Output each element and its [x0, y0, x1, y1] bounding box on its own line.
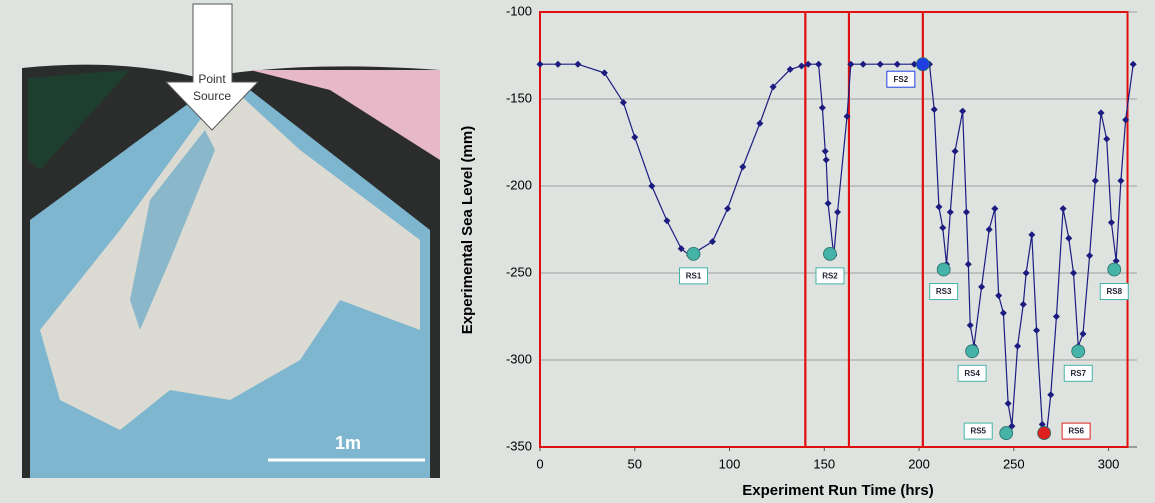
x-tick-label: 0 — [536, 456, 543, 471]
y-tick-label: -300 — [506, 351, 532, 366]
milestone-label: RS7 — [1070, 369, 1086, 378]
x-tick-label: 300 — [1098, 456, 1120, 471]
milestone-label: RS4 — [964, 369, 980, 378]
y-tick-label: -200 — [506, 177, 532, 192]
milestone-label: RS1 — [686, 271, 702, 280]
milestone-label: RS8 — [1106, 287, 1122, 296]
milestone-label: RS6 — [1068, 427, 1084, 436]
x-tick-label: 200 — [908, 456, 930, 471]
milestone-marker — [1072, 345, 1085, 358]
figure: Point Source 1m Experiment Run Time (hrs… — [0, 0, 1155, 503]
y-tick-label: -100 — [506, 3, 532, 18]
y-tick-label: -150 — [506, 90, 532, 105]
y-tick-label: -250 — [506, 264, 532, 279]
arrow-label: Point — [198, 72, 226, 86]
x-tick-label: 150 — [813, 456, 835, 471]
milestone-marker — [916, 58, 929, 71]
y-tick-label: -350 — [506, 438, 532, 453]
milestone-label: RS3 — [936, 287, 952, 296]
x-tick-label: 50 — [628, 456, 642, 471]
milestone-label: RS5 — [970, 427, 986, 436]
milestone-label: RS2 — [822, 271, 838, 280]
milestone-marker — [1038, 427, 1051, 440]
photo: Point Source 1m — [22, 4, 440, 478]
milestone-marker — [687, 247, 700, 260]
arrow-label: Source — [193, 89, 231, 103]
x-tick-label: 100 — [719, 456, 741, 471]
scale-label: 1m — [335, 433, 361, 453]
milestone-marker — [1108, 263, 1121, 276]
y-axis-title: Experimental Sea Level (mm) — [459, 126, 476, 334]
x-tick-label: 250 — [1003, 456, 1025, 471]
milestone-marker — [966, 345, 979, 358]
milestone-marker — [1000, 427, 1013, 440]
milestone-label: FS2 — [894, 75, 909, 84]
milestone-marker — [823, 247, 836, 260]
x-axis-title: Experiment Run Time (hrs) — [742, 482, 933, 499]
milestone-marker — [937, 263, 950, 276]
